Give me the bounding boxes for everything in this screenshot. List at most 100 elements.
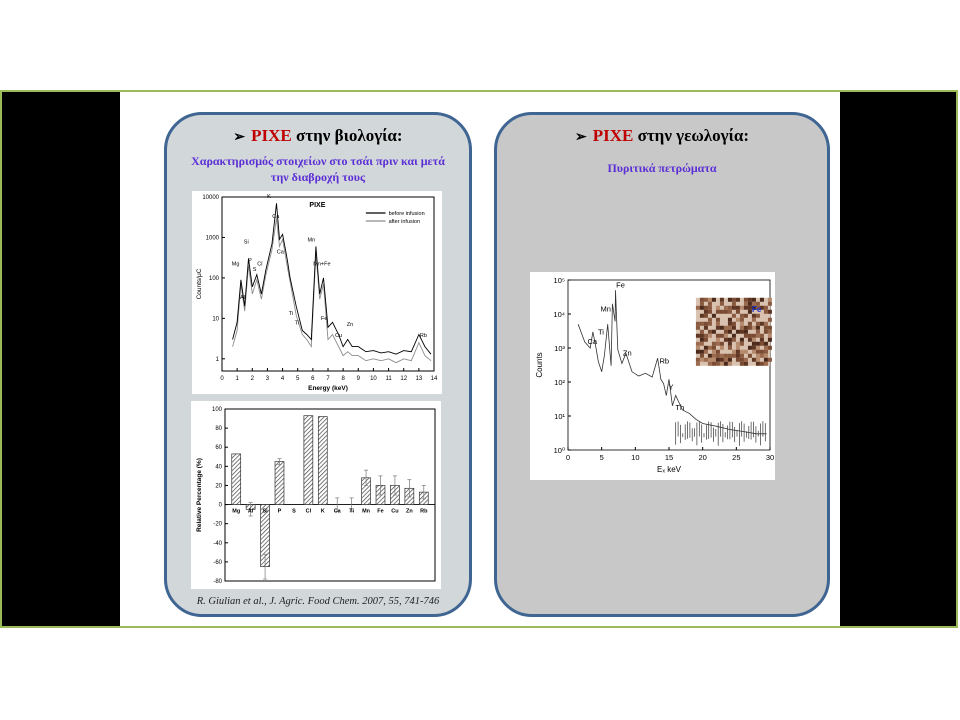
y-tick-label: -20 [213, 522, 222, 528]
inset-map-pixel [703, 325, 708, 330]
inset-map-pixel [727, 309, 732, 314]
inset-map-pixel [755, 321, 760, 326]
inset-map-pixel [747, 309, 752, 314]
inset-map-pixel [723, 337, 728, 342]
inset-map-pixel [707, 301, 712, 306]
peak-label: Ti [598, 327, 604, 336]
inset-map-pixel [711, 345, 716, 350]
relative-percentage-svg: 100 80 60 40 20 0 -20 -40 -60 -80 Relative Percent… [196, 407, 436, 585]
x-tick-label: 30 [766, 453, 774, 462]
inset-map-pixel [711, 297, 716, 302]
x-tick-label: 10 [631, 453, 639, 462]
inset-map-pixel [695, 305, 700, 310]
inset-map-pixel [747, 337, 752, 342]
x-tick-label: 0 [566, 453, 570, 462]
inset-map-pixel [739, 317, 744, 322]
bar-P [274, 461, 285, 505]
peak-label: Ti [289, 311, 293, 317]
x-tick-label: Zn [406, 509, 413, 515]
inset-map-pixel [743, 305, 748, 310]
inset-map-pixel [695, 349, 700, 354]
x-tick-label: 3 [266, 376, 270, 382]
inset-map-pixel [727, 305, 732, 310]
inset-map-pixel [743, 333, 748, 338]
inset-map-pixel [727, 317, 732, 322]
peak-label: K [267, 194, 271, 200]
y-tick-label: 10000 [202, 195, 219, 201]
inset-map-pixel [707, 353, 712, 358]
inset-map-pixel [719, 297, 724, 302]
inset-map-pixel [751, 325, 756, 330]
inset-map-pixel [719, 345, 724, 350]
inset-map-pixel [763, 341, 768, 346]
inset-map-pixel [727, 353, 732, 358]
inset-map-pixel [703, 305, 708, 310]
inset-map-pixel [755, 313, 760, 318]
biology-panel-subtitle: Χαρακτηρισμός στοιχείων στο τσάι πριν κα… [191, 154, 445, 184]
inset-map-pixel [719, 341, 724, 346]
inset-map-pixel [711, 341, 716, 346]
peak-label: Rb [420, 333, 427, 339]
x-tick-label: 1 [235, 376, 239, 382]
x-tick-label: 4 [281, 376, 285, 382]
peak-label: Ca [587, 337, 597, 346]
inset-map-pixel [743, 325, 748, 330]
inset-map-pixel [731, 333, 736, 338]
x-tick-label: Al [248, 509, 254, 515]
y-tick-label: 10⁰ [554, 446, 565, 455]
inset-map-pixel [703, 309, 708, 314]
inset-map-pixel [719, 325, 724, 330]
inset-map-pixel [767, 329, 772, 334]
inset-map-pixel [759, 297, 764, 302]
x-tick-label: 25 [732, 453, 740, 462]
inset-map-pixel [767, 317, 772, 322]
inset-map-pixel [727, 325, 732, 330]
peak-label: Ca [277, 250, 285, 256]
inset-map-pixel [715, 357, 720, 362]
inset-map-pixel [747, 321, 752, 326]
legend-label: before infusion [389, 211, 425, 217]
inset-map-pixel [739, 325, 744, 330]
x-tick-label: 7 [326, 376, 330, 382]
inset-map-pixel [711, 361, 716, 366]
inset-map-pixel [715, 321, 720, 326]
inset-map-pixel [711, 313, 716, 318]
x-tick-label: 13 [416, 376, 423, 382]
x-tick-label: Ca [334, 509, 342, 515]
inset-map-pixel [735, 305, 740, 310]
peak-label: P [248, 258, 252, 264]
inset-map-pixel [727, 321, 732, 326]
inset-map-pixel [703, 349, 708, 354]
y-tick-label: 100 [212, 407, 223, 413]
inset-map-pixel [707, 357, 712, 362]
inset-map-pixel [751, 297, 756, 302]
inset-map-pixel [739, 357, 744, 362]
geology-panel: ➢ PIXE στην γεωλογία: Πυριτικά πετρώματα … [494, 112, 830, 617]
inset-map-pixel [711, 349, 716, 354]
inset-map-pixel [695, 325, 700, 330]
inset-map-pixel [731, 349, 736, 354]
spectrum-line [577, 290, 767, 435]
peak-label: Mn [308, 237, 316, 243]
inset-map-pixel [747, 297, 752, 302]
peak-label: Ca [272, 214, 280, 220]
inset-map-pixel [707, 329, 712, 334]
inset-map-pixel [739, 341, 744, 346]
inset-map-pixel [739, 313, 744, 318]
inset-map-pixel [751, 349, 756, 354]
inset-map-pixel [759, 353, 764, 358]
inset-map-pixel [703, 337, 708, 342]
inset-map-pixel [731, 353, 736, 358]
bar-Cl [303, 415, 314, 505]
relative-percentage-bar-chart: 100 80 60 40 20 0 -20 -40 -60 -80 Relative Percent… [191, 401, 441, 589]
inset-map-pixel [763, 325, 768, 330]
inset-map-pixel [759, 341, 764, 346]
inset-map-pixel [743, 357, 748, 362]
inset-map-pixel [731, 321, 736, 326]
rock-pixe-spectrum-chart: 0 5 10 15 20 25 30 10⁰ 10¹ 10² 10³ 10⁴ 10⁵ Eₓ keV Coun… [530, 272, 775, 480]
inset-map-pixel [735, 297, 740, 302]
inset-map-pixel [767, 357, 772, 362]
peak-label: S [253, 267, 257, 273]
inset-map-pixel [763, 345, 768, 350]
inset-map-pixel [739, 337, 744, 342]
